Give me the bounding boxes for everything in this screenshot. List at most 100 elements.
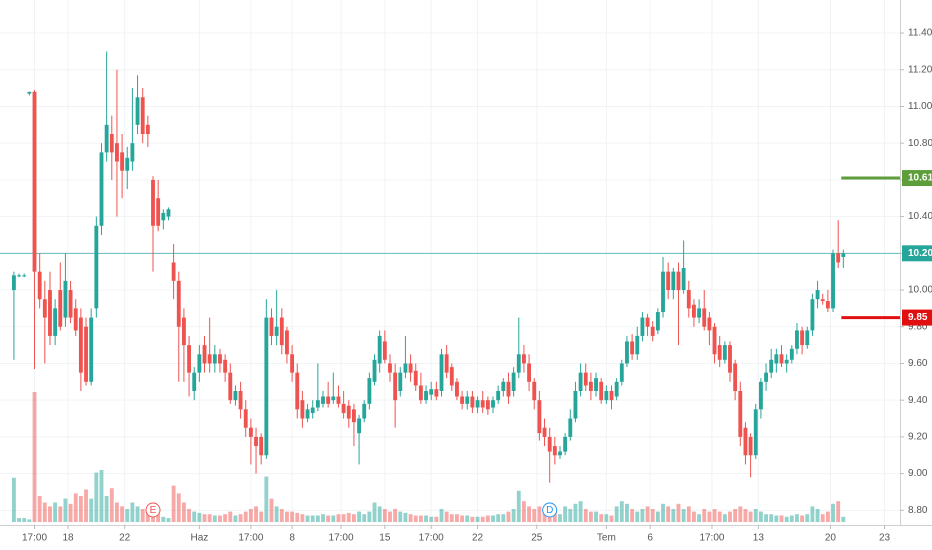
candle-body — [94, 225, 99, 309]
candle-body — [480, 400, 485, 408]
candle-body — [491, 400, 495, 408]
volume-bar — [702, 509, 707, 522]
candle-body — [455, 381, 459, 397]
volume-bar — [733, 509, 738, 522]
candle-body — [357, 418, 362, 434]
volume-bar — [68, 503, 73, 522]
candle-body — [418, 385, 423, 401]
volume-bar — [372, 502, 377, 522]
candle-body — [181, 317, 186, 346]
volume-bar — [321, 514, 325, 522]
x-tick-label: 15 — [379, 533, 391, 544]
volume-bar — [99, 470, 104, 522]
candle-body — [290, 354, 295, 373]
volume-bar — [511, 509, 516, 522]
candle-body — [403, 363, 408, 373]
candle-body — [269, 317, 274, 336]
candle-body — [248, 427, 253, 437]
candle-body — [53, 308, 58, 336]
volume-bar — [377, 506, 382, 522]
event-label: D — [546, 505, 553, 516]
candle-body — [439, 354, 444, 391]
candle-body — [377, 335, 382, 364]
candle-body — [223, 359, 228, 373]
volume-bar — [104, 496, 109, 522]
volume-bar — [594, 511, 598, 522]
volume-bar — [27, 519, 32, 522]
candle-body — [346, 405, 351, 419]
candle-body — [341, 403, 346, 414]
volume-bar — [537, 506, 542, 522]
candle-body — [599, 381, 604, 401]
volume-bar — [604, 514, 609, 522]
volume-bar — [367, 511, 372, 522]
candle-body — [171, 262, 176, 281]
volume-bar — [429, 516, 434, 522]
candle-body — [99, 152, 104, 226]
y-tick-label: 8.80 — [908, 505, 928, 516]
volume-bar — [764, 514, 768, 522]
candle-body — [831, 253, 835, 309]
candle-body — [336, 396, 341, 404]
y-tick-label: 11.00 — [908, 101, 932, 112]
candle-body — [424, 390, 428, 401]
volume-bar — [609, 515, 614, 522]
candle-body — [73, 308, 78, 331]
volume-bar — [207, 514, 212, 522]
candle-body — [68, 290, 73, 318]
x-tick-label: 13 — [753, 533, 765, 544]
candle-body — [279, 317, 284, 346]
candle-body — [161, 212, 166, 221]
candle-body — [532, 381, 537, 401]
volume-bar — [89, 498, 94, 522]
candle-body — [274, 326, 279, 336]
candle-body — [197, 354, 202, 373]
y-tick-label: 10.00 — [908, 285, 932, 296]
volume-bar — [527, 506, 532, 522]
volume-bar — [748, 511, 753, 522]
volume-bar — [187, 509, 191, 522]
candle-body — [511, 372, 516, 391]
volume-bar — [259, 511, 264, 522]
volume-bar — [666, 506, 671, 522]
price-level-badge — [902, 245, 932, 262]
candle-body — [151, 179, 155, 226]
candle-body — [583, 372, 588, 386]
candle-body — [388, 363, 392, 373]
volume-bar — [279, 509, 284, 522]
volume-bar — [795, 514, 799, 522]
candle-body — [212, 354, 217, 364]
volume-bar — [805, 514, 810, 522]
volume-bar — [485, 515, 490, 522]
volume-bar — [300, 514, 305, 522]
candle-body — [661, 271, 665, 313]
candle-body — [17, 275, 21, 277]
candle-body — [156, 198, 161, 226]
volume-bar — [542, 511, 547, 522]
candle-body — [789, 348, 794, 360]
volume-bar — [712, 509, 717, 522]
candle-body — [774, 354, 779, 364]
volume-bar — [501, 514, 506, 522]
candle-body — [145, 124, 150, 135]
candle-body — [321, 396, 325, 404]
candle-body — [58, 290, 63, 327]
candle-body — [640, 317, 645, 336]
volume-bar — [331, 515, 336, 522]
volume-bar — [109, 488, 114, 522]
volume-bar — [676, 503, 681, 522]
candle-body — [315, 400, 320, 408]
candle-body — [104, 124, 109, 153]
x-tick-label: Haz — [190, 533, 208, 544]
volume-bar — [393, 509, 398, 522]
volume-bar — [295, 512, 300, 522]
candle-body — [686, 290, 691, 309]
candle-body — [465, 396, 470, 404]
event-marker — [542, 502, 558, 518]
volume-bar — [351, 514, 356, 522]
candle-body — [32, 91, 37, 272]
candle-body — [89, 317, 94, 382]
volume-bar — [480, 516, 485, 522]
volume-bar — [305, 515, 310, 522]
